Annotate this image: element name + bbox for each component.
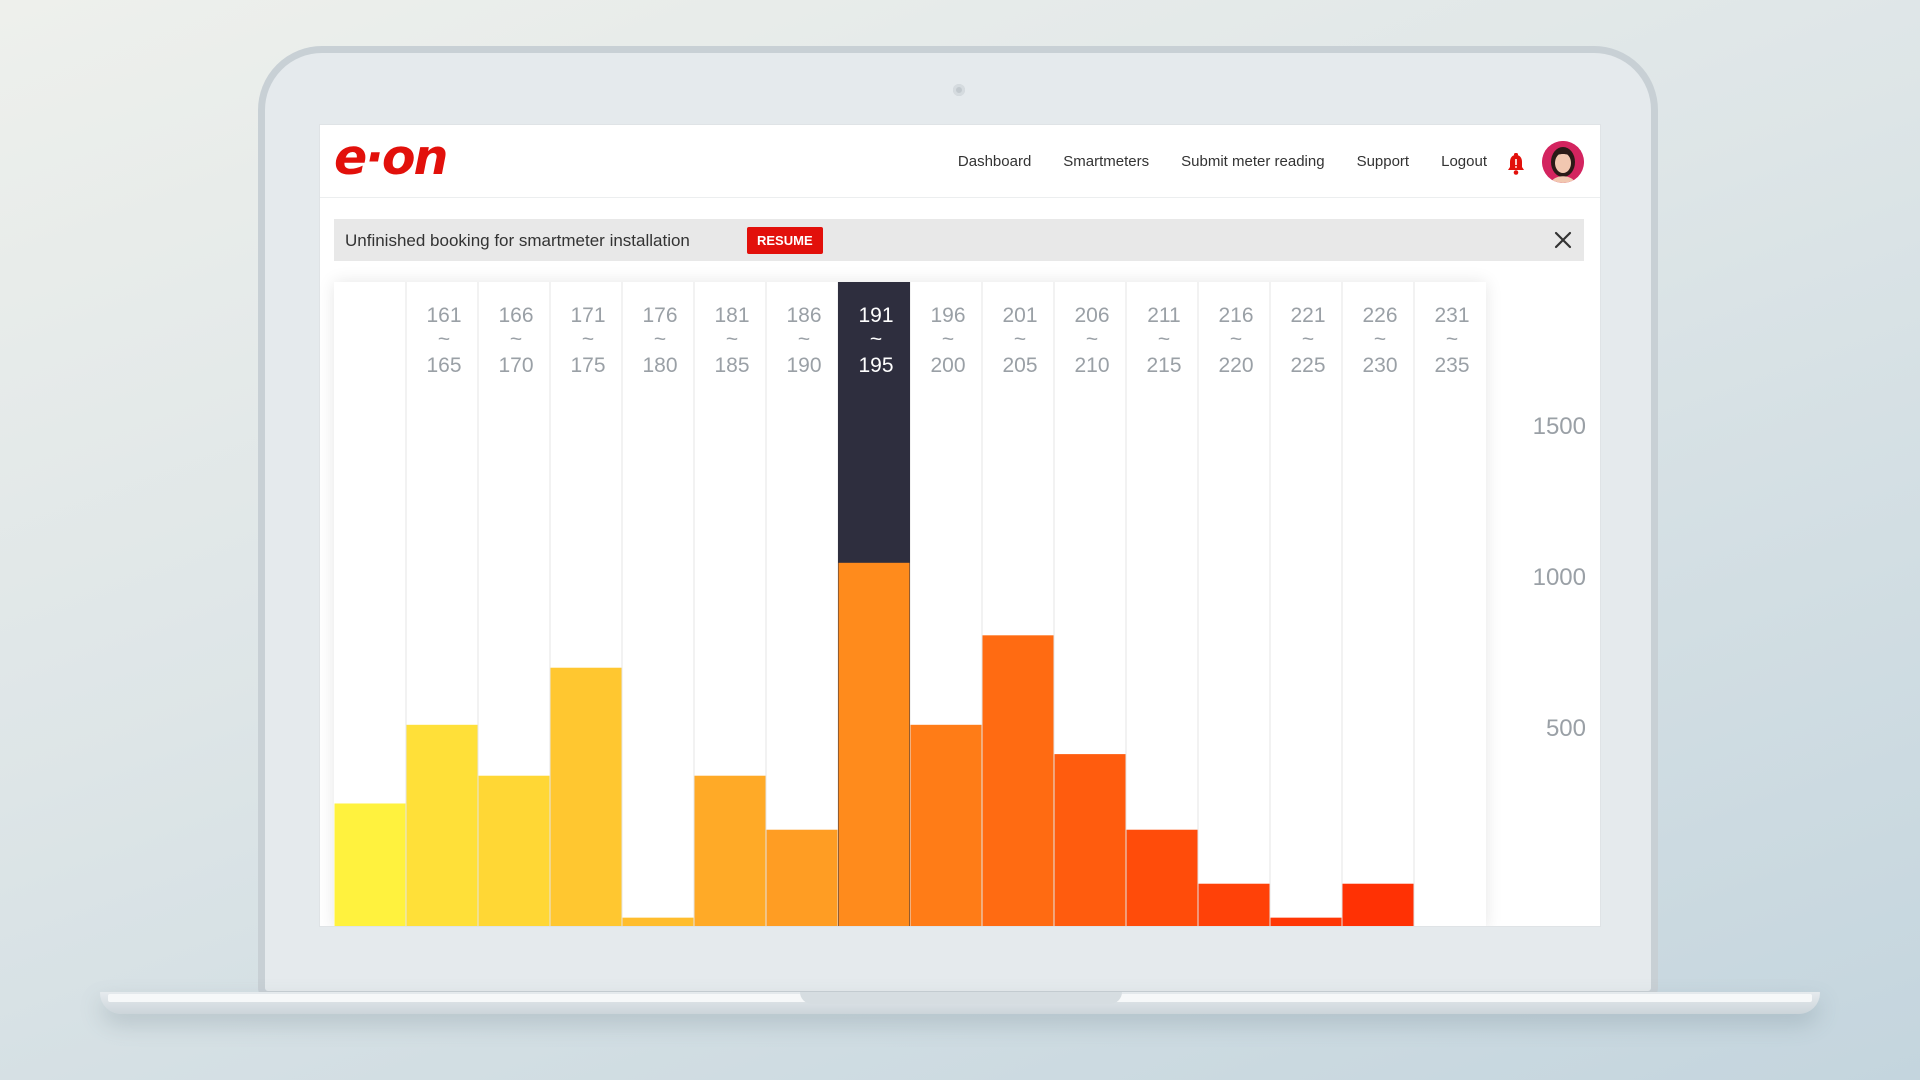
category-label-to: 225 [1290,354,1325,377]
close-icon[interactable] [1553,230,1573,250]
category-label-to: 165 [426,354,461,377]
category-separator-label: ~ [1086,328,1098,351]
category-label-from: 171 [570,304,605,327]
bar [478,775,550,926]
category-separator-label: ~ [870,328,882,351]
category-label-from: 201 [1002,304,1037,327]
bar [982,635,1054,926]
nav-dashboard[interactable]: Dashboard [957,153,1032,170]
app-screen: e·on Dashboard Smartmeters Submit meter … [319,124,1601,927]
bar [1126,829,1198,926]
category-label-from: 216 [1218,304,1253,327]
bar [1054,754,1126,926]
category-label-to: 190 [786,354,821,377]
category-label-to: 200 [930,354,965,377]
category-separator-label: ~ [1302,328,1314,351]
y-tick-label: 500 [1545,715,1586,742]
category-label-to: 195 [858,354,893,377]
category-label-to: 205 [1002,354,1037,377]
category-label-from: 231 [1434,304,1469,327]
bar [1342,883,1414,926]
bar [550,667,622,926]
bar-chart: 161~165166~170171~175176~180181~185186~1… [334,282,1470,926]
resume-button[interactable]: RESUME [747,227,823,254]
nav-support[interactable]: Support [1356,153,1410,170]
user-avatar[interactable] [1542,141,1584,183]
bar [406,724,478,926]
category-label-from: 186 [786,304,821,327]
category-separator-label: ~ [1158,328,1170,351]
laptop-base [100,992,1820,1014]
category-label-from: 161 [426,304,461,327]
eon-logo[interactable]: e·on [334,129,448,186]
nav-smartmeters[interactable]: Smartmeters [1063,153,1150,170]
category-separator-label: ~ [1230,328,1242,351]
category-label-to: 215 [1146,354,1181,377]
bar [910,724,982,926]
webcam-icon [953,84,965,96]
category-label-from: 191 [858,304,893,327]
bar [838,562,910,926]
category-separator-label: ~ [798,328,810,351]
category-label-from: 166 [498,304,533,327]
category-label-from: 196 [930,304,965,327]
bar [694,775,766,926]
consumption-chart: 161 ~165 166 ~170 171 ~175 176 ~180 181 ~185 186 ~1… [334,282,1486,926]
category-separator-label: ~ [510,328,522,351]
category-label-to: 230 [1362,354,1397,377]
category-label-to: 210 [1074,354,1109,377]
category-label-to: 220 [1218,354,1253,377]
category-label-from: 221 [1290,304,1325,327]
y-tick-label: 1000 [1532,564,1586,591]
category-separator-label: ~ [1374,328,1386,351]
top-navbar: e·on Dashboard Smartmeters Submit meter … [320,125,1600,198]
bell-icon[interactable] [1506,153,1526,175]
bar [1198,883,1270,926]
category-separator-label: ~ [726,328,738,351]
category-label-from: 181 [714,304,749,327]
category-label-to: 185 [714,354,749,377]
bar [622,917,694,926]
category-label-from: 176 [642,304,677,327]
booking-banner: Unfinished booking for smartmeter instal… [334,219,1584,261]
banner-text: Unfinished booking for smartmeter instal… [345,231,690,250]
bar [766,829,838,926]
y-tick-label: 1500 [1532,413,1586,440]
category-separator-label: ~ [1446,328,1458,351]
category-separator-label: ~ [654,328,666,351]
nav-menu: Dashboard Smartmeters Submit meter readi… [958,153,1487,170]
category-label-to: 170 [498,354,533,377]
category-label-to: 175 [570,354,605,377]
nav-logout[interactable]: Logout [1441,153,1487,170]
category-label-from: 211 [1147,304,1180,327]
bar [1270,917,1342,926]
category-label-to: 180 [642,354,677,377]
bar [334,803,406,926]
category-label-from: 206 [1074,304,1109,327]
category-separator-label: ~ [582,328,594,351]
category-label-to: 235 [1434,354,1469,377]
category-separator-label: ~ [1014,328,1026,351]
nav-submit-meter-reading[interactable]: Submit meter reading [1181,153,1325,170]
category-separator-label: ~ [438,328,450,351]
category-label-from: 226 [1362,304,1397,327]
category-separator-label: ~ [942,328,954,351]
